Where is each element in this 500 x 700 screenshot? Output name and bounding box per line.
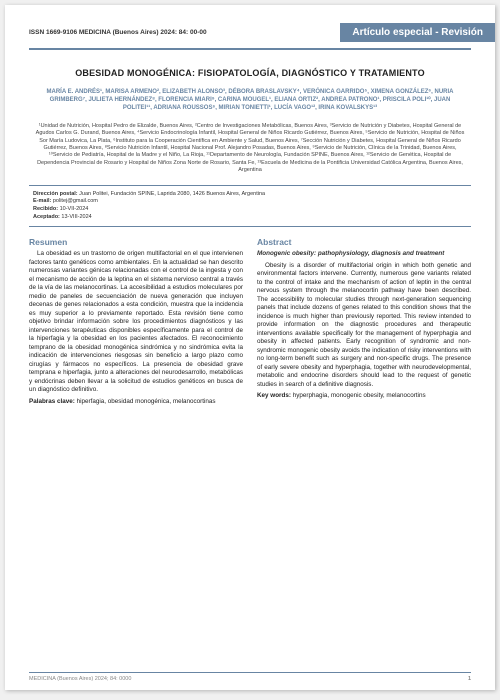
authors-list: MARÍA E. ANDRÉS¹, MARISA ARMENO², ELIZAB… — [39, 88, 461, 113]
postal-label: Dirección postal: — [33, 191, 78, 197]
contact-postal: Dirección postal: Juan Politei, Fundació… — [33, 191, 467, 199]
contact-accepted: Aceptado: 13-VIII-2024 — [33, 214, 467, 222]
abstract-body: Obesity is a disorder of multifactorial … — [257, 262, 471, 390]
accepted-value: 13-VIII-2024 — [61, 214, 91, 220]
col-resumen: Resumen La obesidad es un trastorno de o… — [29, 237, 243, 406]
resumen-body: La obesidad es un trastorno de origen mu… — [29, 250, 243, 395]
header-row: ISSN 1669-9106 MEDICINA (Buenos Aires) 2… — [5, 5, 495, 42]
email-value: politej@gmail.com — [53, 198, 98, 204]
contact-received: Recibido: 10-VII-2024 — [33, 206, 467, 214]
received-value: 10-VII-2024 — [60, 206, 89, 212]
resumen-title: Resumen — [29, 237, 243, 247]
footer-cite: MEDICINA (Buenos Aires) 2024; 84: 0000 — [29, 676, 131, 682]
postal-value: Juan Politei, Fundación SPINE, Laprida 2… — [79, 191, 265, 197]
affiliations: ¹Unidad de Nutrición, Hospital Pedro de … — [35, 123, 465, 175]
received-label: Recibido: — [33, 206, 58, 212]
footer: MEDICINA (Buenos Aires) 2024; 84: 0000 1 — [29, 672, 471, 682]
article-title: OBESIDAD MONOGÉNICA: FISIOPATOLOGÍA, DIA… — [33, 68, 467, 78]
page: ISSN 1669-9106 MEDICINA (Buenos Aires) 2… — [5, 5, 495, 690]
contact-email: E-mail: politej@gmail.com — [33, 198, 467, 206]
accepted-label: Aceptado: — [33, 214, 60, 220]
resumen-kw-label: Palabras clave: — [29, 398, 75, 405]
two-column-body: Resumen La obesidad es un trastorno de o… — [29, 237, 471, 406]
abstract-kw-label: Key words: — [257, 392, 291, 399]
rule-top — [29, 48, 471, 50]
abstract-kw-value: hyperphagia, monogenic obesity, melanoco… — [293, 392, 426, 399]
page-number: 1 — [468, 676, 471, 682]
abstract-title: Abstract — [257, 237, 471, 247]
issn-text: ISSN 1669-9106 MEDICINA (Buenos Aires) 2… — [29, 29, 207, 36]
col-abstract: Abstract Monogenic obesity: pathophysiol… — [257, 237, 471, 406]
email-label: E-mail: — [33, 198, 51, 204]
abstract-keywords: Key words: hyperphagia, monogenic obesit… — [257, 392, 471, 401]
resumen-kw-value: hiperfagia, obesidad monogénica, melanoc… — [77, 398, 216, 405]
resumen-keywords: Palabras clave: hiperfagia, obesidad mon… — [29, 398, 243, 407]
contact-box: Dirección postal: Juan Politei, Fundació… — [29, 185, 471, 228]
abstract-subtitle: Monogenic obesity: pathophysiology, diag… — [257, 250, 471, 258]
article-type-badge: Artículo especial - Revisión — [340, 23, 495, 42]
